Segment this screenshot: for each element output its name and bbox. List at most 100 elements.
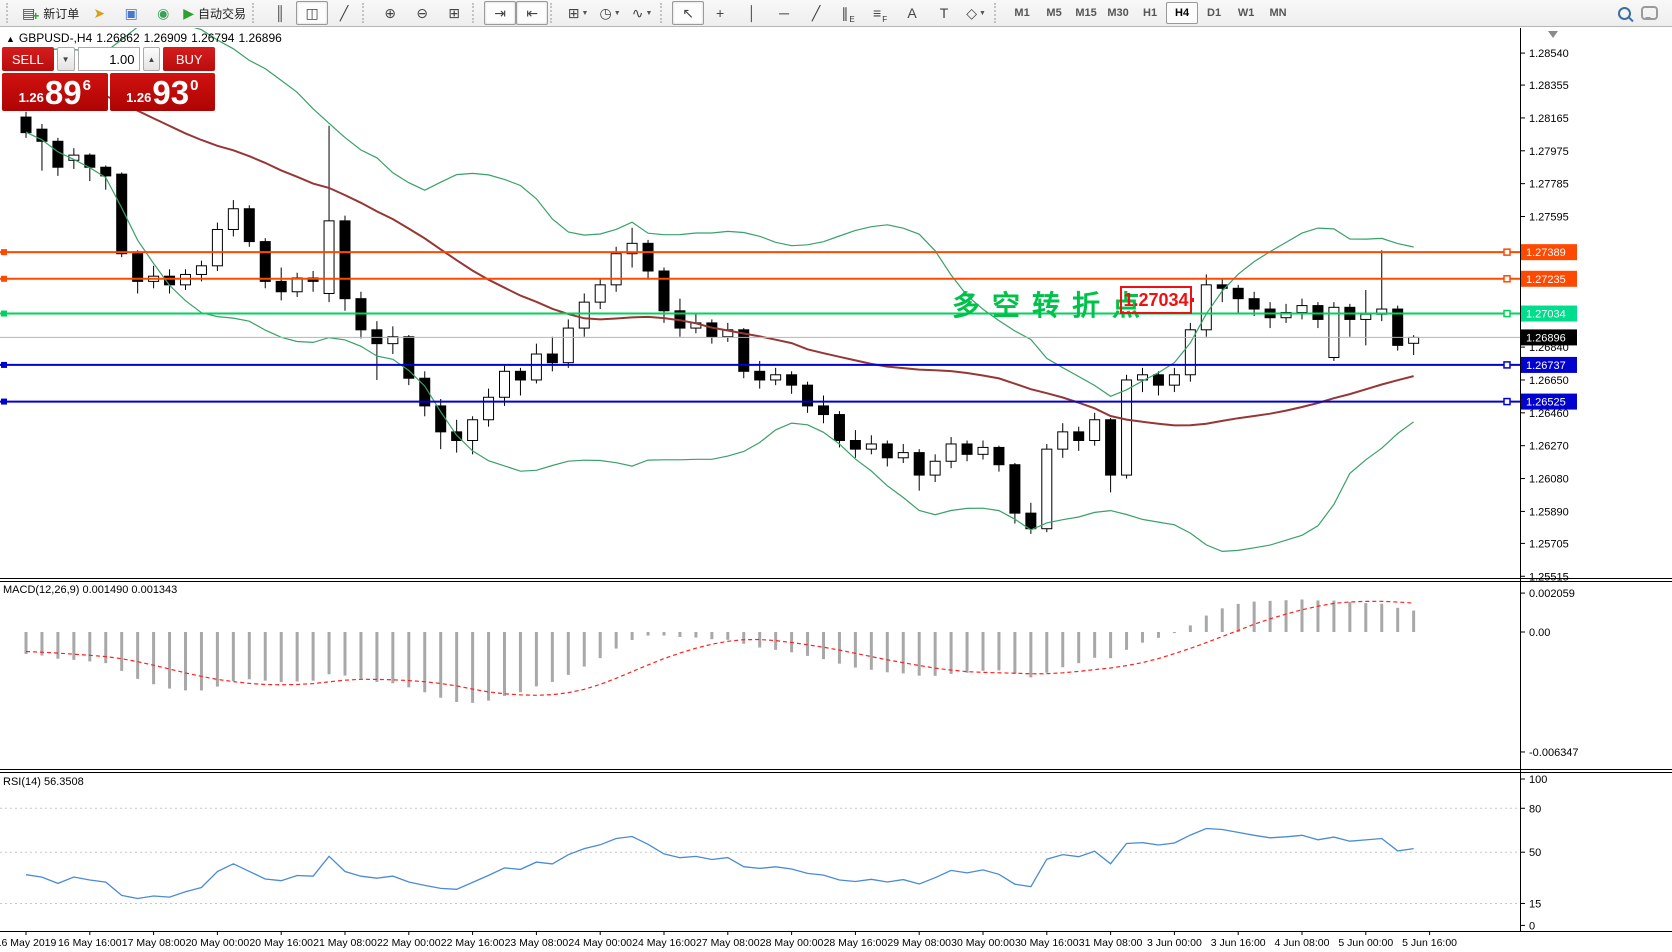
candlestick-icon: ◫ <box>305 5 319 21</box>
indicator-wave-icon: ∿ <box>631 5 644 21</box>
svg-text:1.27595: 1.27595 <box>1529 212 1569 224</box>
label-icon: T <box>939 5 949 21</box>
profiles-button[interactable]: ▣ <box>115 1 147 25</box>
bar-chart-icon: ║ <box>275 5 286 21</box>
vertical-line-tool-button[interactable]: │ <box>736 1 768 25</box>
symbol-direction-icon: ▲ <box>6 34 15 44</box>
price-axis[interactable]: 1.28540 1.28355 1.28165 1.27975 1.27785 1.275… <box>1520 48 1579 932</box>
crosshair-button[interactable]: + <box>704 1 736 25</box>
chevron-down-icon: ▼ <box>613 9 621 17</box>
cursor-arrow-icon: ↖ <box>682 5 694 21</box>
period-menu-button[interactable]: ◷ ▼ <box>594 1 626 25</box>
timeframe-w1-button[interactable]: W1 <box>1237 7 1255 19</box>
chevron-down-icon: ▼ <box>645 9 653 17</box>
shapes-menu-button[interactable]: ◇ ▼ <box>960 1 992 25</box>
bars-mode-button[interactable]: ║ <box>264 1 296 25</box>
timeframe-m5-button[interactable]: M5 <box>1046 7 1062 19</box>
toolbar-grip <box>472 3 481 23</box>
time-axis[interactable]: 16 May 2019 16 May 16:00 17 May 08:00 20 Ma… <box>0 931 1457 949</box>
signals-button[interactable]: ◉ <box>147 1 179 25</box>
volume-down-button[interactable]: ▼ <box>56 47 75 71</box>
svg-text:1.27235: 1.27235 <box>1526 274 1566 286</box>
hline-resistance-1.27235[interactable] <box>0 275 1520 283</box>
svg-text:50: 50 <box>1529 847 1541 859</box>
timeframe-m30-button[interactable]: M30 <box>1107 7 1129 19</box>
timeframe-mn-button[interactable]: MN <box>1269 7 1287 19</box>
volume-input[interactable] <box>77 47 140 71</box>
svg-text:20 May 16:00: 20 May 16:00 <box>249 937 313 949</box>
buy-price[interactable]: 1.26 93 0 <box>109 73 215 111</box>
toolbar-grip <box>252 3 261 23</box>
candlesticks <box>20 111 1420 534</box>
svg-text:15: 15 <box>1529 898 1541 910</box>
label-tool-button[interactable]: T <box>928 1 960 25</box>
timeframe-h4-button[interactable]: H4 <box>1166 2 1199 24</box>
annotation-text[interactable]: 多空转折点 <box>952 290 1153 321</box>
svg-text:0: 0 <box>1529 920 1535 932</box>
new-order-button[interactable]: ▤ + 新订单 <box>18 1 83 25</box>
zoom-out-button[interactable]: ⊖ <box>406 1 438 25</box>
auto-scroll-button[interactable]: ⇥ <box>484 1 517 25</box>
line-mode-button[interactable]: ╱ <box>328 1 360 25</box>
toolbar-grip <box>362 3 371 23</box>
svg-text:1.26460: 1.26460 <box>1529 408 1569 420</box>
annotation-value-box[interactable]: 1.27034 <box>1120 286 1194 314</box>
layouts-button[interactable]: ➤ <box>83 1 115 25</box>
overlay-lines <box>25 28 1415 553</box>
svg-text:23 May 08:00: 23 May 08:00 <box>505 937 569 949</box>
horizontal-line-icon: ─ <box>779 5 790 21</box>
volume-up-button[interactable]: ▲ <box>142 47 161 71</box>
toolbar-grip <box>550 3 559 23</box>
svg-text:31 May 08:00: 31 May 08:00 <box>1079 937 1143 949</box>
chart-shift-button[interactable]: ⇤ <box>516 1 549 25</box>
cursor-button[interactable]: ↖ <box>672 1 705 25</box>
auto-scroll-icon: ⇥ <box>494 5 506 21</box>
chat-icon[interactable] <box>1641 6 1658 20</box>
svg-text:1.26525: 1.26525 <box>1526 397 1566 409</box>
trendline-tool-button[interactable]: ╱ <box>800 1 832 25</box>
channel-tool-button[interactable]: ∥ E <box>832 1 864 25</box>
sell-price[interactable]: 1.26 89 6 <box>2 73 108 111</box>
svg-text:1.26737: 1.26737 <box>1526 360 1566 372</box>
candles-mode-button[interactable]: ◫ <box>296 1 329 25</box>
new-order-label: 新订单 <box>43 6 80 21</box>
indicators-menu-button[interactable]: ∿ ▼ <box>626 1 658 25</box>
hline-support-1.26525[interactable] <box>0 397 1520 406</box>
svg-text:20 May 00:00: 20 May 00:00 <box>186 937 250 949</box>
hline-resistance-1.27389[interactable] <box>0 248 1520 256</box>
channel-icon: ∥ <box>841 5 849 21</box>
svg-text:16 May 16:00: 16 May 16:00 <box>58 937 122 949</box>
timeframe-m1-button[interactable]: M1 <box>1014 7 1030 19</box>
rsi-line <box>25 827 1414 900</box>
buy-button[interactable]: BUY <box>163 47 215 71</box>
timeframe-d1-button[interactable]: D1 <box>1207 7 1222 19</box>
new-chart-button[interactable]: ⊞ ▼ <box>562 1 594 25</box>
text-tool-button[interactable]: A <box>896 1 928 25</box>
chart-shift-marker[interactable] <box>1548 31 1558 38</box>
svg-text:27 May 08:00: 27 May 08:00 <box>696 937 760 949</box>
svg-text:1.28540: 1.28540 <box>1529 48 1569 60</box>
horizontal-line-tool-button[interactable]: ─ <box>768 1 800 25</box>
sell-button[interactable]: SELL <box>2 47 54 71</box>
toolbar-grip <box>6 3 15 23</box>
fibonacci-tool-button[interactable]: ≡ F <box>864 1 896 25</box>
svg-text:24 May 16:00: 24 May 16:00 <box>632 937 696 949</box>
svg-text:29 May 08:00: 29 May 08:00 <box>887 937 951 949</box>
autotrade-icon: ▶ <box>183 5 195 21</box>
crosshair-icon: + <box>715 5 725 21</box>
svg-text:16 May 2019: 16 May 2019 <box>0 937 57 949</box>
shapes-icon: ◇ <box>966 5 977 21</box>
hline-pivot-1.27034[interactable] <box>0 309 1520 318</box>
svg-text:5 Jun 00:00: 5 Jun 00:00 <box>1338 937 1393 949</box>
axis-badge-1.27389: 1.27389 <box>1521 244 1577 261</box>
auto-trading-button[interactable]: ▶ 自动交易 <box>179 1 250 25</box>
tile-windows-button[interactable]: ⊞ <box>438 1 470 25</box>
macd-signal-line <box>25 600 1414 696</box>
auto-trading-label: 自动交易 <box>198 6 247 21</box>
search-icon[interactable] <box>1618 6 1634 22</box>
svg-text:17 May 08:00: 17 May 08:00 <box>122 937 186 949</box>
zoom-in-button[interactable]: ⊕ <box>374 1 406 25</box>
timeframe-h1-button[interactable]: H1 <box>1143 7 1158 19</box>
hline-support-1.26737[interactable] <box>0 361 1520 369</box>
timeframe-m15-button[interactable]: M15 <box>1075 7 1097 19</box>
